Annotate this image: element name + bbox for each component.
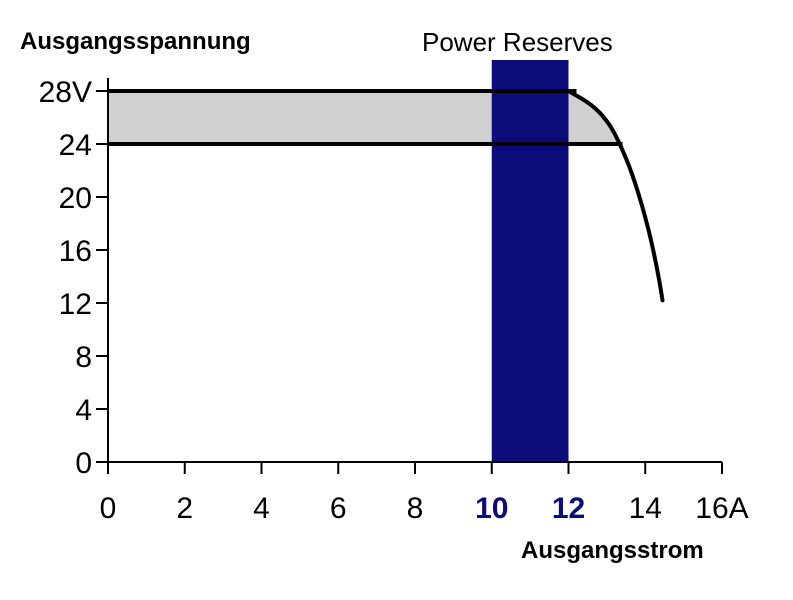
- x-tick-label-6: 6: [330, 492, 347, 525]
- voltage-range-shade: [108, 91, 619, 144]
- y-axis-title: Ausgangsspannung: [20, 28, 251, 55]
- y-tick-label-16: 16: [59, 235, 92, 268]
- x-tick-label-14: 14: [629, 492, 662, 525]
- x-tick-label-8: 8: [407, 492, 424, 525]
- x-tick-label-12: 12: [552, 492, 585, 525]
- y-tick-label-0: 0: [75, 447, 92, 480]
- power-reserves-label: Power Reserves: [422, 27, 613, 57]
- x-tick-label-16: 16A: [695, 492, 748, 525]
- y-tick-label-8: 8: [75, 341, 92, 374]
- x-axis-title: Ausgangsstrom: [521, 537, 704, 564]
- x-tick-label-4: 4: [253, 492, 270, 525]
- x-tick-label-10: 10: [475, 492, 508, 525]
- x-tick-label-2: 2: [176, 492, 193, 525]
- y-tick-label-4: 4: [75, 394, 92, 427]
- y-tick-label-12: 12: [59, 288, 92, 321]
- power-reserves-band: [491, 60, 569, 462]
- output-curve: [566, 89, 665, 303]
- y-tick-label-20: 20: [59, 182, 92, 215]
- y-tick-label-24: 24: [59, 129, 92, 162]
- y-tick-label-28: 28V: [39, 76, 92, 109]
- x-tick-label-0: 0: [100, 492, 117, 525]
